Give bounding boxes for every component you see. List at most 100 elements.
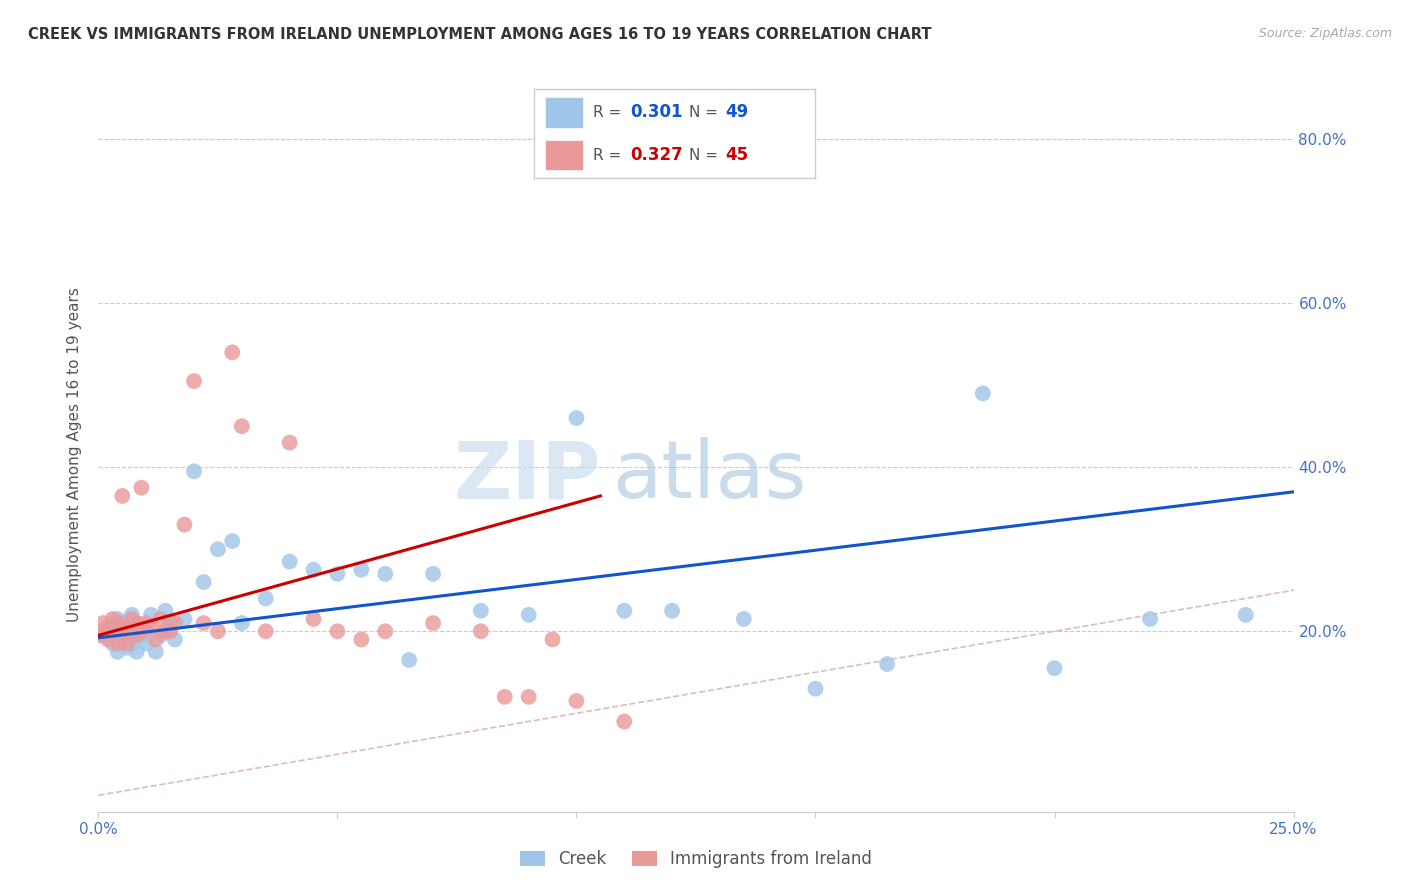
Point [145,645,167,659]
Point [661,604,683,618]
Point [350,563,373,577]
Text: 0.327: 0.327 [630,146,683,164]
Point [87,628,110,642]
Point [221,345,243,359]
Point [517,690,540,704]
Point [254,591,277,606]
Point [115,624,138,639]
Point [278,555,301,569]
Point [733,612,755,626]
Point [131,624,153,639]
Point [111,632,134,647]
Point [159,616,181,631]
Point [207,542,229,557]
Text: N =: N = [689,148,723,162]
Bar [546,98,582,127]
Bar [546,141,582,169]
Text: CREEK VS IMMIGRANTS FROM IRELAND UNEMPLOYMENT AMONG AGES 16 TO 19 YEARS CORRELAT: CREEK VS IMMIGRANTS FROM IRELAND UNEMPLO… [28,27,932,42]
Point [302,612,325,626]
Point [470,604,492,618]
Point [350,632,373,647]
Point [91,624,114,639]
Point [159,624,181,639]
Point [91,616,114,631]
Text: 45: 45 [725,146,748,164]
Point [374,566,396,581]
Text: R =: R = [593,105,627,120]
Point [155,624,177,639]
Point [972,386,994,401]
Point [97,632,120,647]
Point [111,620,134,634]
Point [422,566,444,581]
Point [470,624,492,639]
Point [131,481,153,495]
Point [541,632,564,647]
Point [101,620,124,634]
Point [613,714,636,729]
Point [155,604,177,618]
Text: N =: N = [689,105,723,120]
Point [254,624,277,639]
Point [125,616,148,631]
Point [135,616,157,631]
Point [115,624,138,639]
Point [173,612,195,626]
Point [1043,661,1066,675]
Point [107,636,129,650]
Point [101,636,124,650]
Point [163,616,186,631]
Text: 49: 49 [725,103,749,121]
Point [163,632,186,647]
Point [193,575,215,590]
Text: R =: R = [593,148,627,162]
Point [193,616,215,631]
Point [804,681,827,696]
Point [107,612,129,626]
Point [398,653,420,667]
Point [121,612,143,626]
Point [231,419,253,434]
Point [145,632,167,647]
Point [139,620,162,634]
Point [613,604,636,618]
Point [149,612,172,626]
Point [422,616,444,631]
Point [221,534,243,549]
Point [121,607,143,622]
Text: ZIP: ZIP [453,437,600,516]
Point [565,694,588,708]
Point [173,517,195,532]
Point [231,616,253,631]
Text: atlas: atlas [613,437,807,516]
Point [517,607,540,622]
Point [1139,612,1161,626]
Point [97,620,120,634]
Point [207,624,229,639]
Point [326,624,349,639]
Point [111,489,134,503]
Point [149,628,172,642]
Point [125,616,148,631]
Point [278,435,301,450]
Point [107,645,129,659]
Point [125,645,148,659]
Point [121,624,143,639]
Point [125,628,148,642]
Point [115,640,138,655]
Point [131,628,153,642]
Point [139,607,162,622]
Point [135,636,157,650]
Point [121,636,143,650]
Point [135,620,157,634]
Text: Source: ZipAtlas.com: Source: ZipAtlas.com [1258,27,1392,40]
Y-axis label: Unemployment Among Ages 16 to 19 years: Unemployment Among Ages 16 to 19 years [67,287,83,623]
Point [183,464,205,478]
Point [115,636,138,650]
Point [494,690,516,704]
Point [876,657,898,671]
Point [101,624,124,639]
Text: 0.301: 0.301 [630,103,682,121]
Point [302,563,325,577]
Point [91,628,114,642]
